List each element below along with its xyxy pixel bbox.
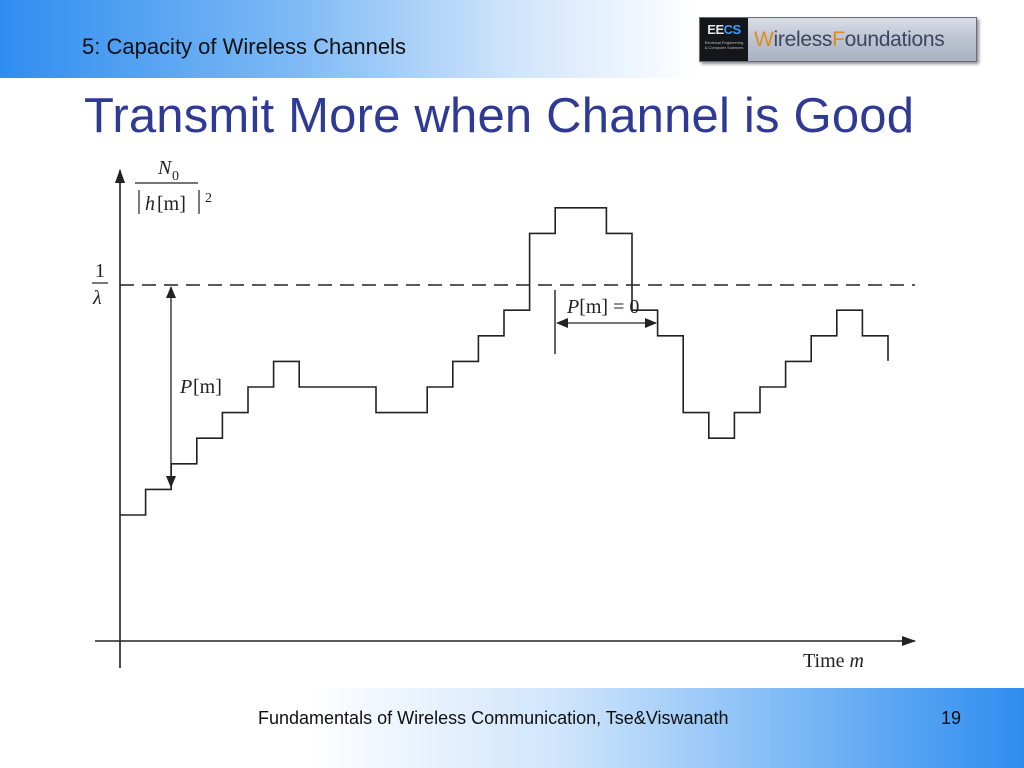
- svg-text:N: N: [157, 157, 173, 179]
- svg-text:P: P: [179, 376, 192, 398]
- eecs-logo-mark: EECS Electrical Engineering & Computer Sc…: [700, 18, 748, 61]
- page-number: 19: [941, 708, 962, 728]
- slide-title: Transmit More when Channel is Good: [84, 89, 915, 143]
- svg-text:[m]: [m]: [193, 376, 222, 398]
- eecs-mark-subtext: Electrical Engineering & Computer Science…: [704, 40, 744, 50]
- svg-text:Time m: Time m: [803, 650, 864, 672]
- svg-text:λ: λ: [92, 287, 102, 309]
- svg-text:P[m] = 0: P[m] = 0: [566, 296, 639, 318]
- eecs-mark-text: EECS: [707, 22, 741, 37]
- svg-text:0: 0: [172, 169, 179, 184]
- water-level-label: 1 λ: [92, 260, 108, 309]
- x-axis-label: Time m: [803, 650, 864, 672]
- svg-text:1: 1: [95, 260, 105, 282]
- svg-text:[m]: [m]: [157, 193, 186, 215]
- noise-profile-staircase: [120, 207, 889, 516]
- footer-band: [0, 688, 1024, 768]
- power-label: P [m]: [179, 376, 222, 398]
- y-axis-label: N 0 h [m] 2: [135, 157, 212, 215]
- section-label: 5: Capacity of Wireless Channels: [82, 34, 407, 59]
- svg-text:2: 2: [205, 191, 212, 206]
- footer-citation: Fundamentals of Wireless Communication, …: [258, 708, 729, 728]
- wireless-foundations-logo: EECS Electrical Engineering & Computer Sc…: [699, 17, 977, 62]
- zero-power-label: P[m] = 0: [566, 296, 639, 318]
- svg-text:h: h: [145, 193, 155, 215]
